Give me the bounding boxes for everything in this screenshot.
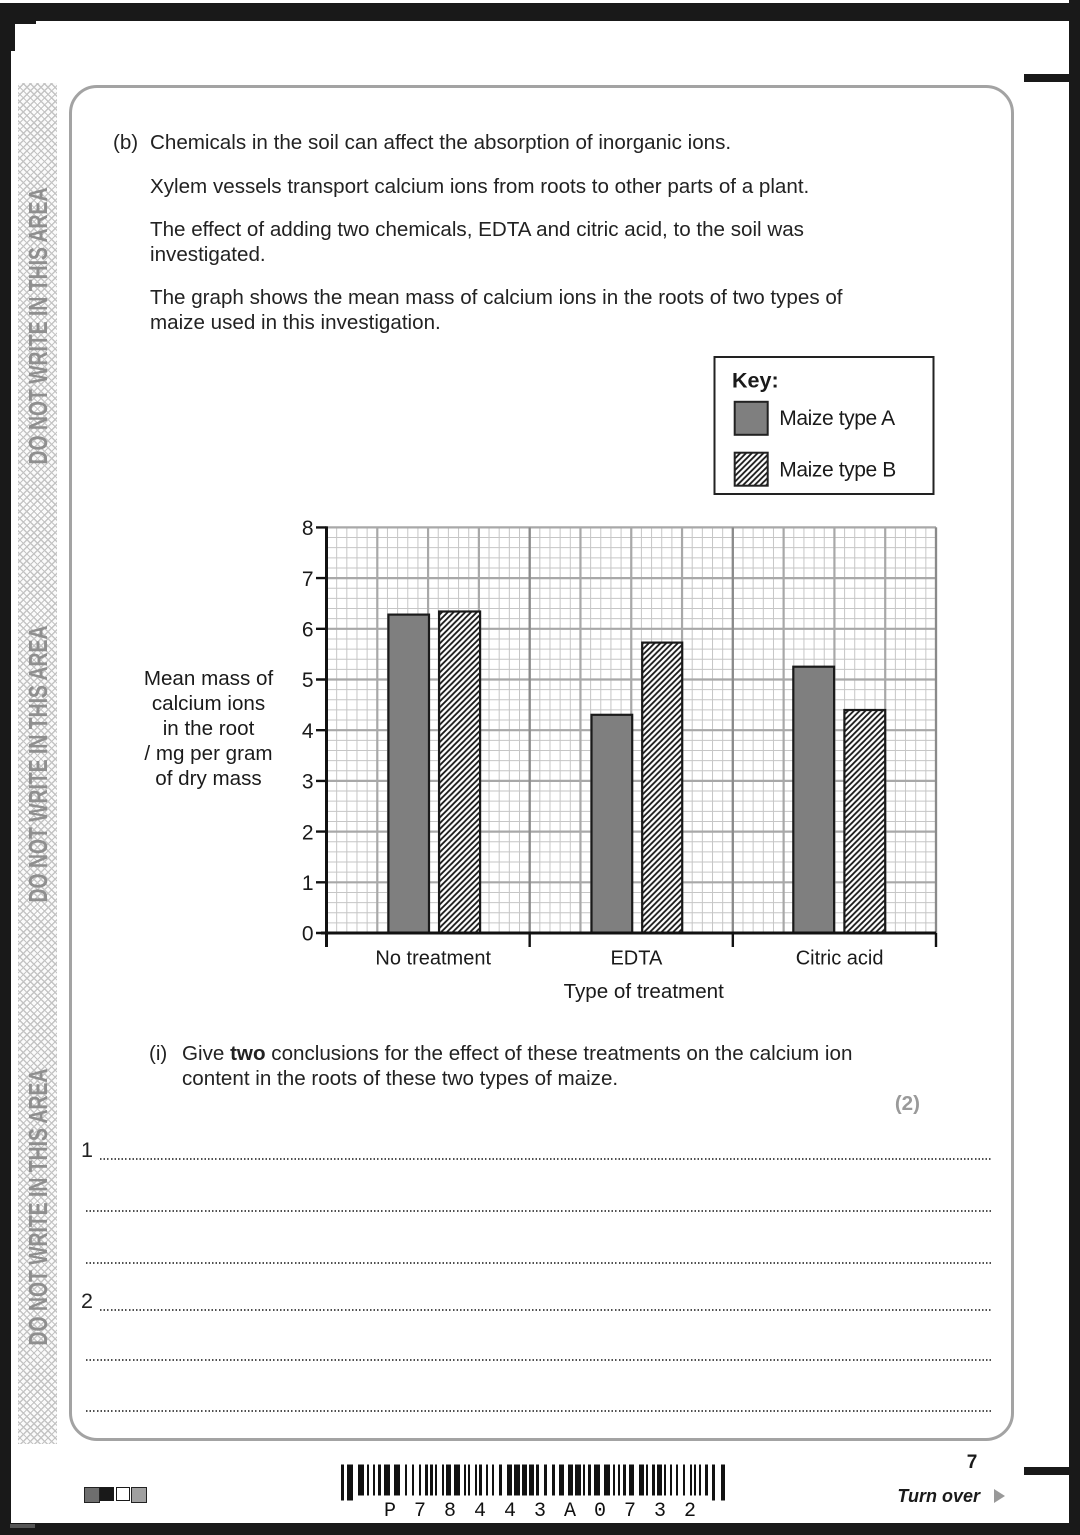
svg-text:EDTA: EDTA [610, 948, 663, 970]
svg-text:4: 4 [302, 720, 314, 743]
svg-text:2: 2 [302, 821, 314, 844]
svg-text:calcium ions: calcium ions [152, 692, 265, 715]
svg-text:6: 6 [302, 619, 314, 642]
svg-text:Key:: Key: [732, 368, 779, 392]
svg-text:1: 1 [302, 872, 314, 895]
svg-text:/ mg per gram: / mg per gram [144, 742, 272, 765]
svg-text:Citric acid: Citric acid [796, 948, 884, 970]
svg-text:0: 0 [302, 923, 314, 946]
svg-text:5: 5 [302, 669, 314, 692]
svg-text:7: 7 [302, 568, 314, 591]
svg-text:3: 3 [302, 771, 314, 794]
svg-text:Type of treatment: Type of treatment [564, 980, 725, 1003]
svg-text:8: 8 [302, 517, 314, 540]
svg-text:of dry mass: of dry mass [155, 767, 261, 790]
svg-text:in the root: in the root [163, 717, 255, 740]
svg-text:Maize type A: Maize type A [779, 407, 895, 430]
svg-text:Mean mass of: Mean mass of [144, 667, 274, 690]
svg-text:Maize type B: Maize type B [779, 458, 896, 481]
svg-text:No treatment: No treatment [375, 948, 491, 970]
